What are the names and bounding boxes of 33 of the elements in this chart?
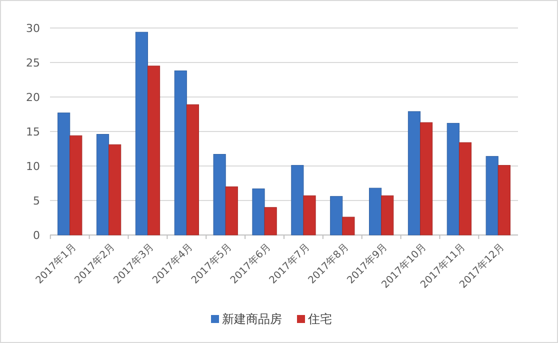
y-tick-label: 20 [26,90,40,104]
bar [330,196,343,236]
bar [70,135,82,236]
bar [446,122,460,236]
y-tick-label: 10 [26,160,40,173]
y-tick-label: 15 [26,125,40,138]
bar [174,70,187,236]
y-tick-label: 5 [33,194,40,208]
bar [96,134,110,236]
bar [408,111,421,236]
bar [186,104,199,236]
legend-label: 新建商品房 [222,312,282,326]
bar [486,156,498,236]
y-tick-label: 25 [26,56,40,70]
bar [291,165,304,236]
y-tick-label: 0 [33,228,40,242]
bar [498,165,510,236]
bar [381,195,394,236]
bar [147,66,160,236]
bar [303,195,316,236]
bar [458,142,472,236]
bar [369,188,382,236]
bar [342,216,355,236]
bar [252,188,265,236]
bar [264,207,277,236]
bar [135,32,148,236]
bar [58,112,70,236]
bar [213,154,226,236]
bar [108,144,122,236]
bar [420,122,433,236]
legend-label: 住宅 [307,312,332,326]
y-tick-label: 30 [26,22,40,35]
bar [225,186,238,236]
